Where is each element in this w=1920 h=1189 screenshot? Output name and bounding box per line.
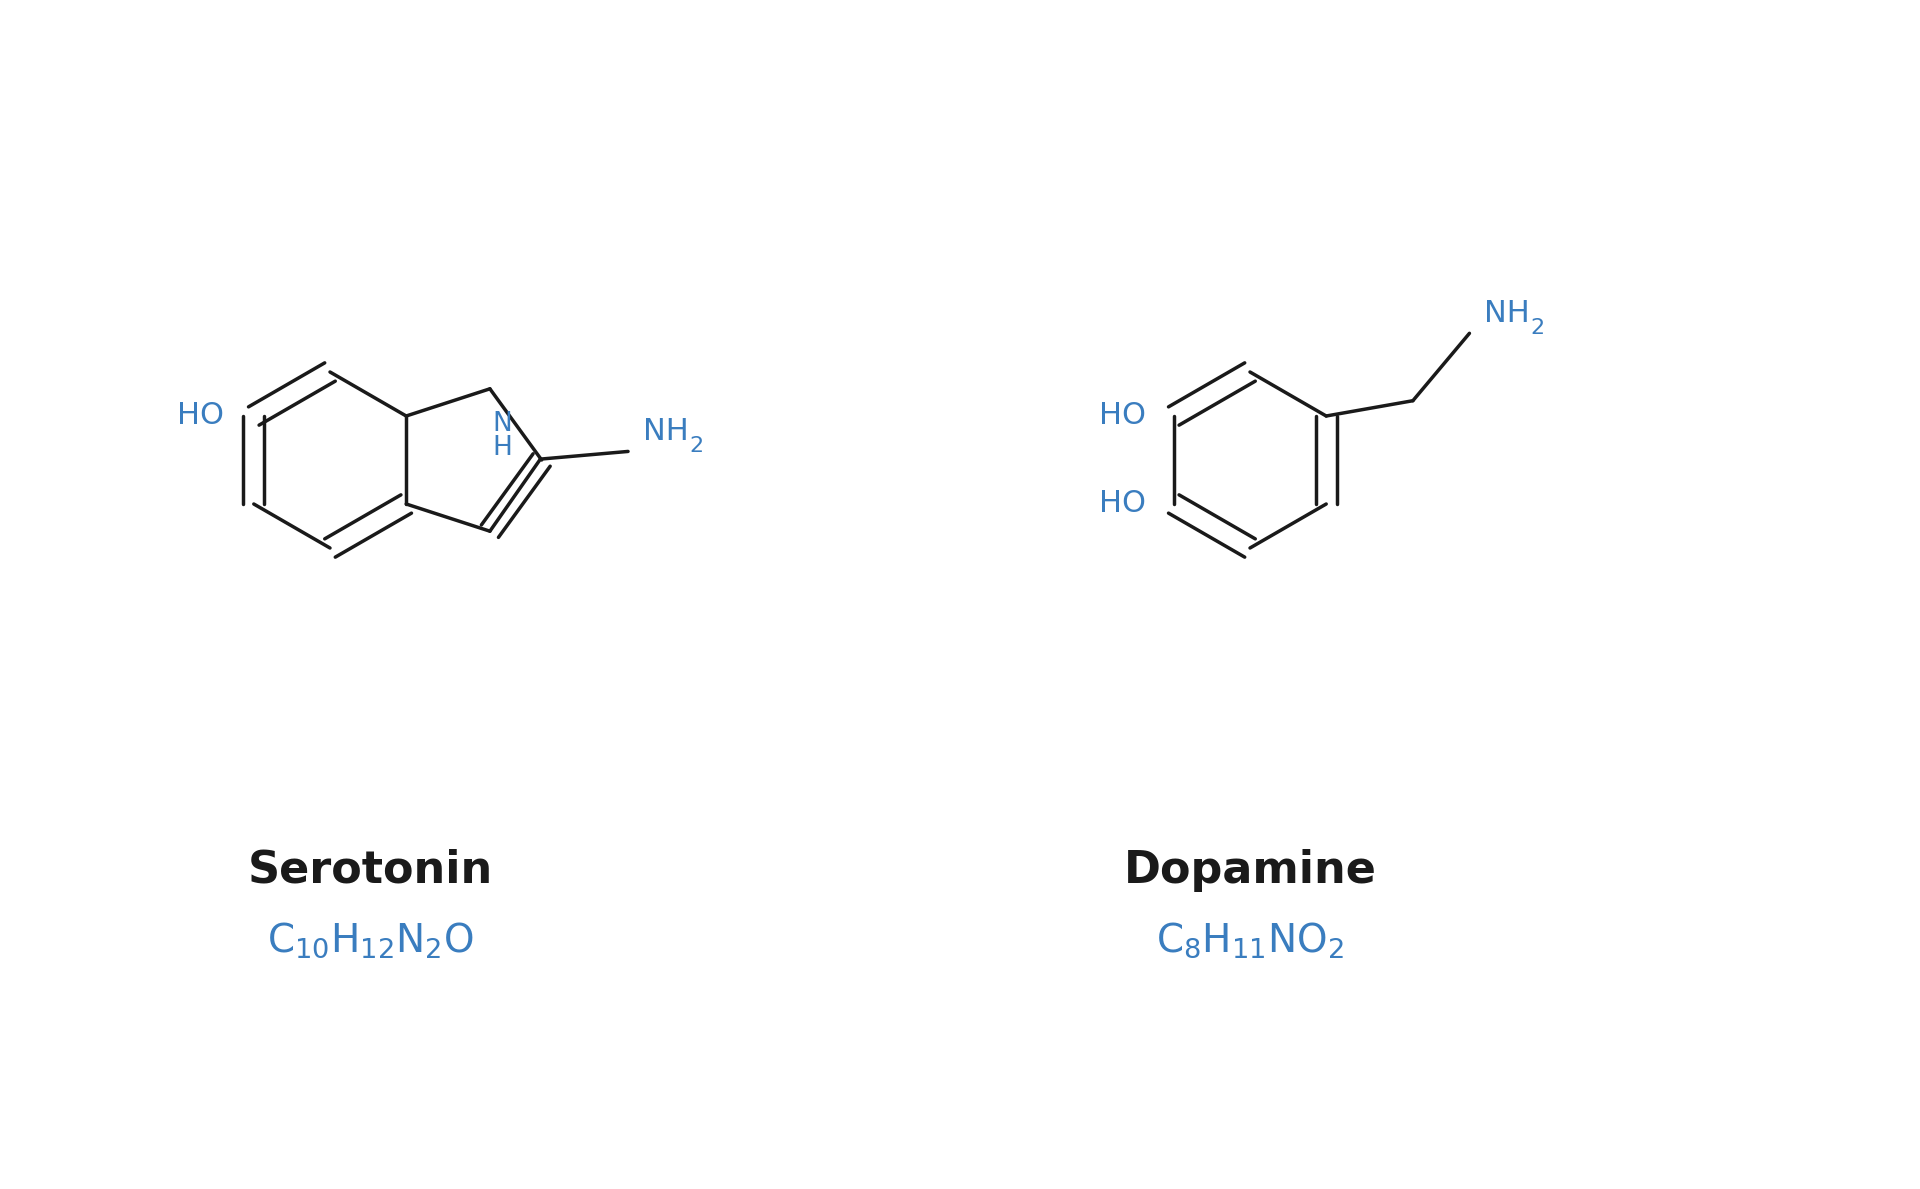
Text: N
H: N H (492, 411, 513, 461)
Text: 2: 2 (689, 436, 703, 457)
Text: HO: HO (1098, 490, 1146, 518)
Text: Dopamine: Dopamine (1123, 849, 1377, 892)
Text: $\mathregular{C_8H_{11}NO_2}$: $\mathregular{C_8H_{11}NO_2}$ (1156, 920, 1344, 960)
Text: HO: HO (177, 402, 225, 430)
Text: $\mathregular{C_{10}H_{12}N_2O}$: $\mathregular{C_{10}H_{12}N_2O}$ (267, 920, 474, 960)
Text: NH: NH (643, 417, 689, 446)
Text: 2: 2 (1530, 319, 1544, 339)
Text: HO: HO (1098, 402, 1146, 430)
Text: NH: NH (1484, 298, 1530, 328)
Text: Serotonin: Serotonin (248, 849, 493, 892)
